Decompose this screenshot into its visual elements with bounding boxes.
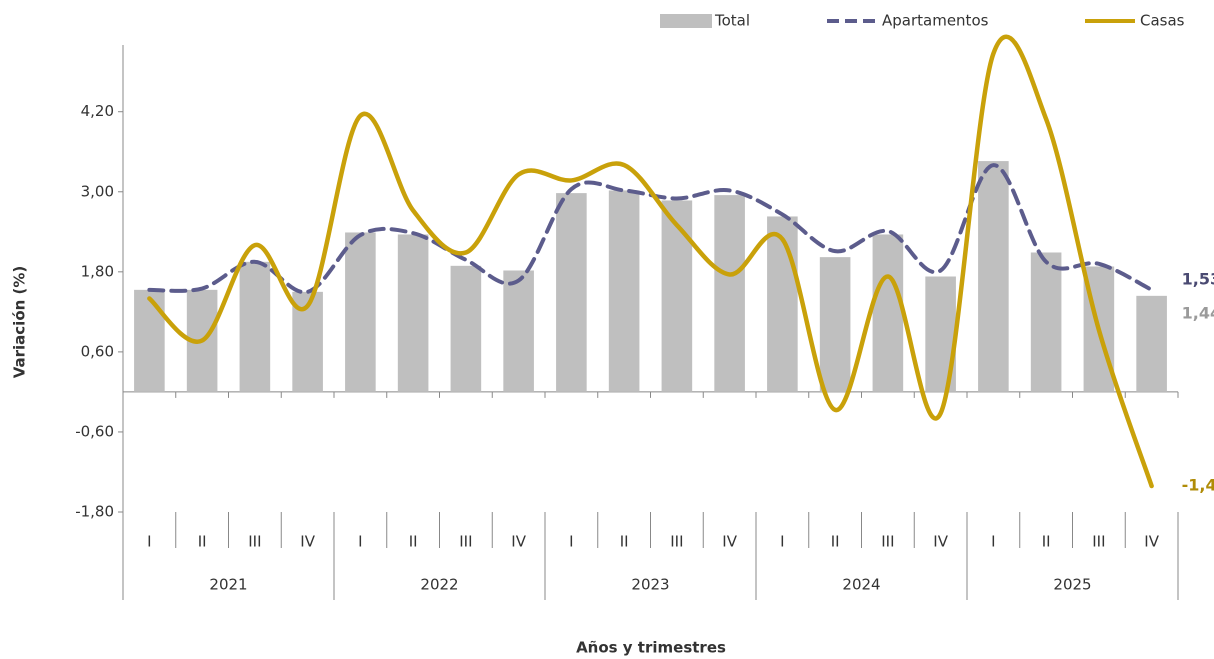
x-tick-label: II (1042, 533, 1051, 551)
value-label: 1,53 (1182, 269, 1214, 288)
x-tick-label: IV (1144, 533, 1159, 551)
x-tick-label: III (248, 533, 261, 551)
y-tick-label: -1,80 (75, 503, 114, 521)
x-tick-label: II (831, 533, 840, 551)
bar (503, 270, 534, 392)
x-tick-label: I (147, 533, 151, 551)
bar (556, 193, 587, 392)
x-tick-label: IV (933, 533, 948, 551)
y-tick-label: -0,60 (75, 422, 114, 440)
bar (767, 216, 798, 392)
legend-label: Apartamentos (882, 12, 989, 30)
value-label: -1,41 (1182, 475, 1214, 494)
bar (872, 234, 904, 392)
x-tick-label: I (991, 533, 995, 551)
year-label: 2021 (209, 576, 247, 594)
line (147, 34, 1154, 489)
bar (1030, 252, 1062, 392)
bar (1136, 295, 1167, 392)
x-tick-label: II (620, 533, 629, 551)
bar (397, 234, 429, 392)
year-label: 2024 (842, 576, 880, 594)
x-tick-label: IV (722, 533, 737, 551)
bar (345, 232, 376, 392)
bar (978, 161, 1009, 392)
year-label: 2025 (1053, 576, 1091, 594)
y-tick-label: 4,20 (81, 102, 114, 120)
year-label: 2022 (420, 576, 458, 594)
y-tick-label: 1,80 (81, 262, 114, 280)
x-tick-label: III (1092, 533, 1105, 551)
x-tick-label: I (358, 533, 362, 551)
legend-label: Total (714, 12, 750, 30)
value-label: 1,44 (1182, 303, 1214, 322)
legend-label: Casas (1140, 12, 1185, 30)
bar (239, 261, 271, 392)
x-tick-label: IV (300, 533, 315, 551)
x-tick-label: III (459, 533, 472, 551)
y-tick-label: 0,60 (81, 342, 114, 360)
bar (819, 257, 851, 392)
x-tick-label: IV (511, 533, 526, 551)
bar (661, 200, 693, 392)
legend-swatch (660, 14, 712, 28)
bar (608, 190, 640, 392)
x-tick-label: III (881, 533, 894, 551)
x-tick-label: I (780, 533, 784, 551)
x-tick-label: III (670, 533, 683, 551)
x-tick-label: II (409, 533, 418, 551)
x-tick-label: II (198, 533, 207, 551)
y-tick-label: 3,00 (81, 182, 114, 200)
year-label: 2023 (631, 576, 669, 594)
x-tick-label: I (569, 533, 573, 551)
bar (134, 289, 165, 392)
x-axis-label: Años y trimestres (576, 639, 726, 657)
y-axis-label: Variación (%) (11, 266, 29, 379)
bar (714, 195, 745, 392)
bar (450, 265, 482, 392)
